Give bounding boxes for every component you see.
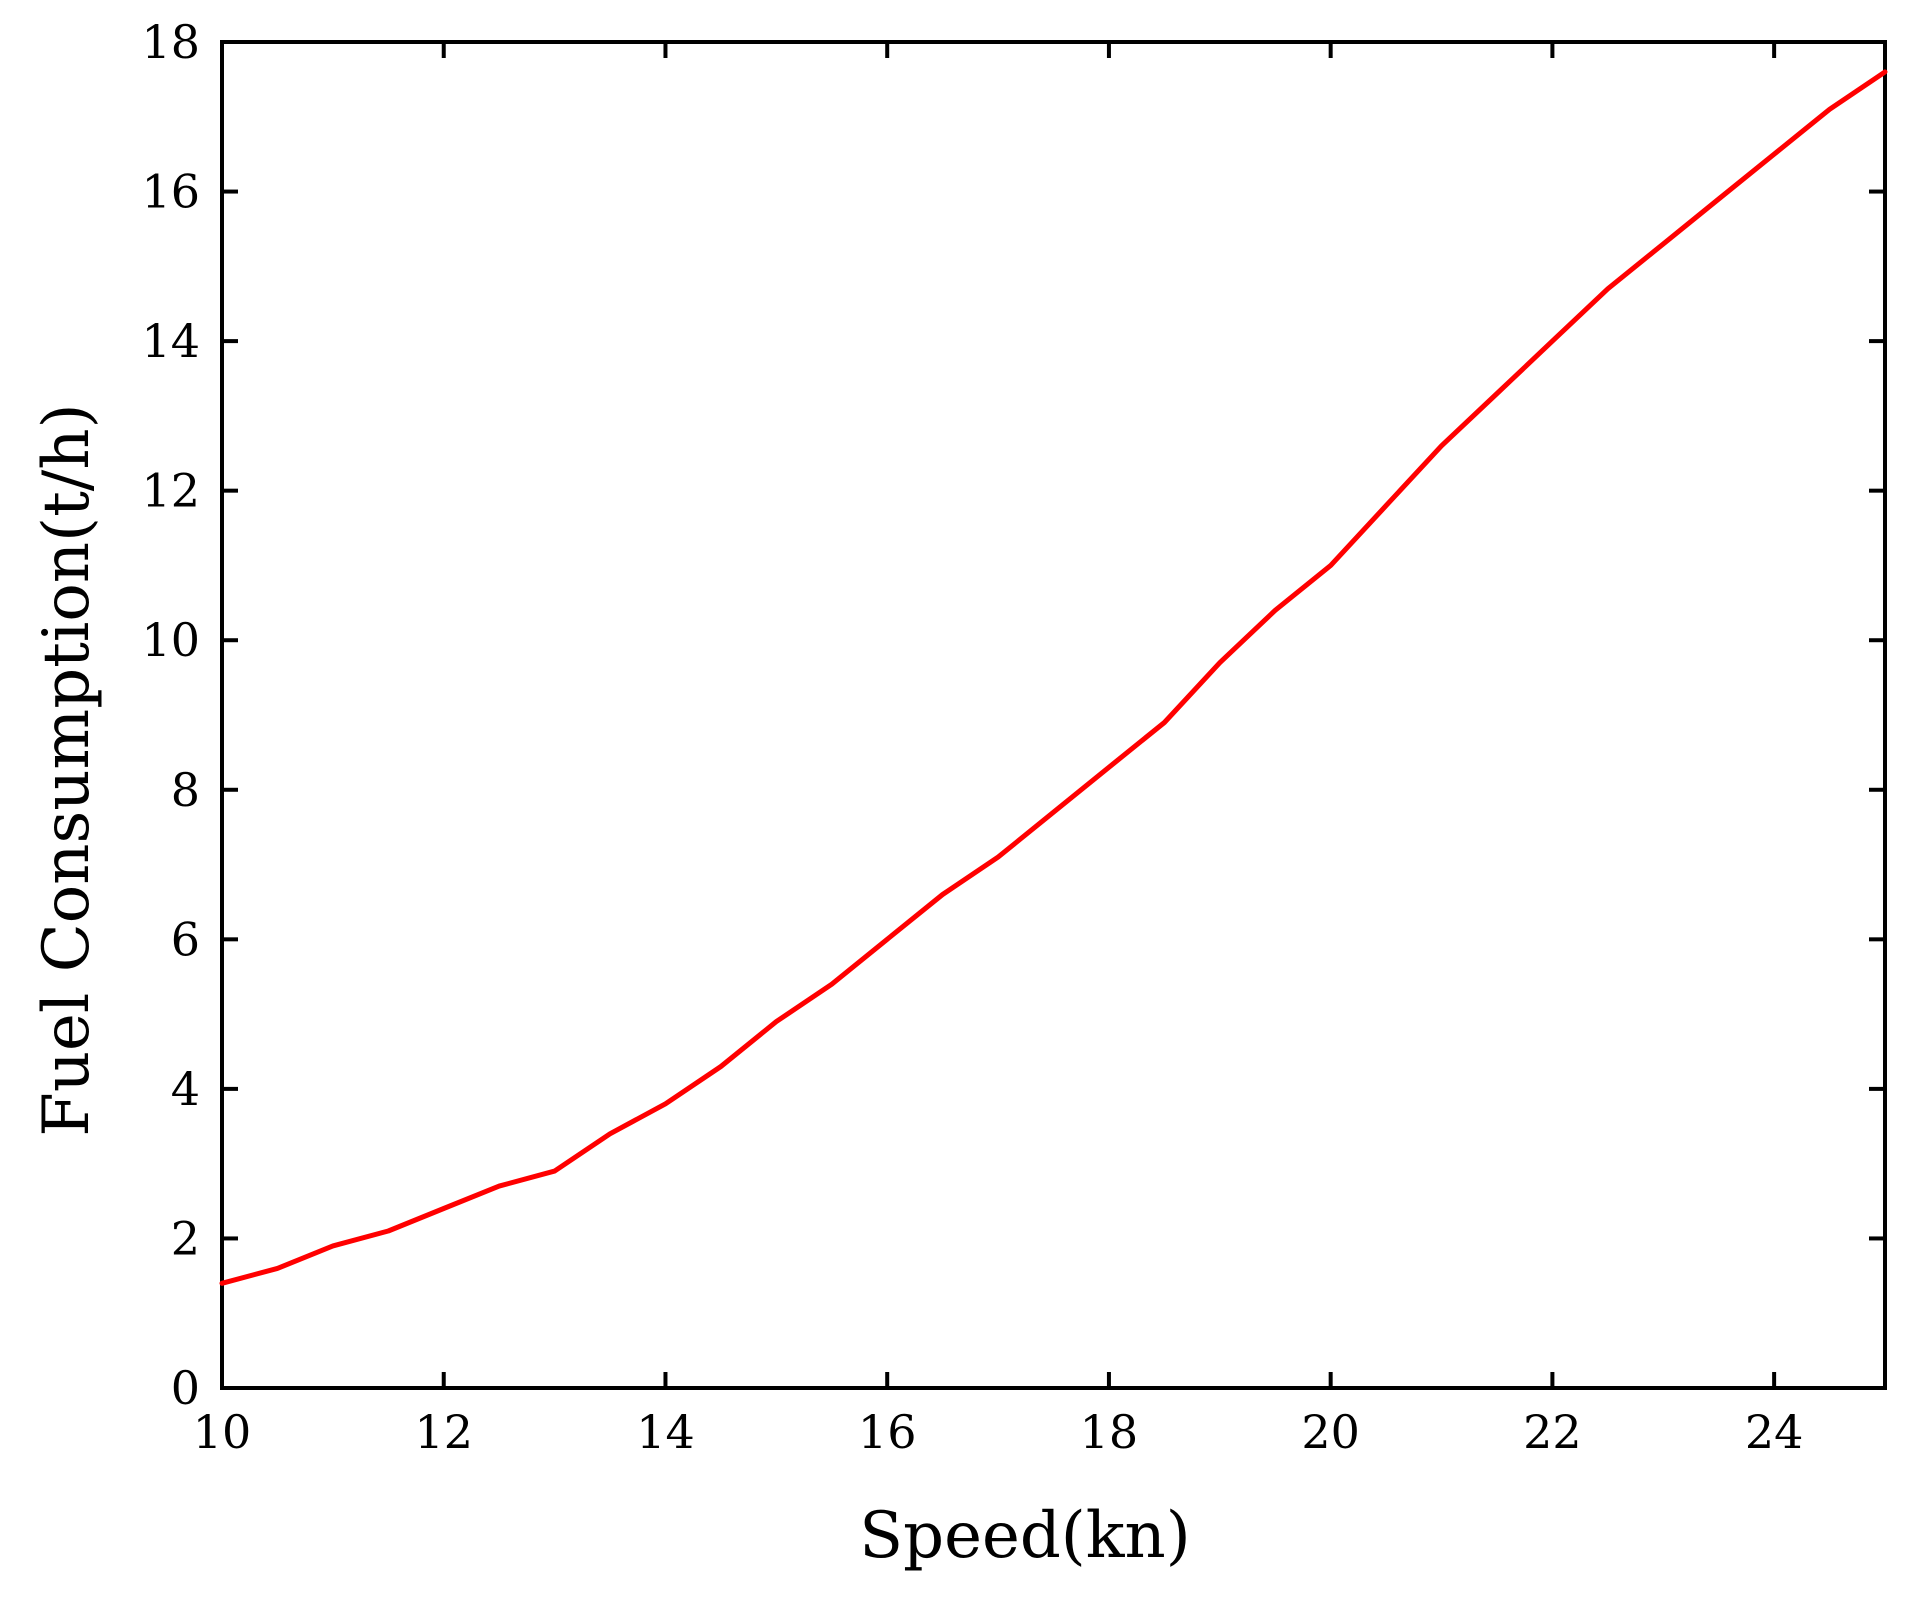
y-tick-label: 2	[171, 1211, 200, 1265]
series-layer	[219, 69, 1888, 1286]
y-tick-label: 6	[171, 912, 200, 966]
x-tick-label: 16	[858, 1405, 917, 1459]
y-tick-label: 14	[141, 314, 200, 368]
plot-frame	[220, 40, 1887, 1390]
y-tick-label: 4	[171, 1062, 200, 1116]
y-tick-label: 12	[141, 464, 200, 518]
x-tick-label: 18	[1080, 1405, 1139, 1459]
plot-border	[220, 40, 1887, 1390]
x-axis-title: Speed(kn)	[859, 1499, 1190, 1573]
y-tick-label: 8	[171, 763, 200, 817]
y-tick-label: 16	[141, 165, 200, 219]
y-tick-label: 10	[141, 613, 200, 667]
y-axis-ticks: 0 2 4 6 8 10 12 14 16 18	[141, 15, 1885, 1415]
x-tick-label: 22	[1523, 1405, 1582, 1459]
x-axis-ticks: 10 12 14 16 18 20 22 24	[193, 42, 1804, 1459]
y-axis-title: Fuel Consumption(t/h)	[30, 403, 104, 1136]
y-tick-label: 18	[141, 15, 200, 69]
fuel-consumption-line	[219, 69, 1888, 1286]
x-tick-label: 20	[1301, 1405, 1360, 1459]
x-tick-label: 12	[414, 1405, 473, 1459]
x-tick-label: 14	[636, 1405, 695, 1459]
y-tick-label: 0	[171, 1361, 200, 1415]
x-tick-label: 24	[1745, 1405, 1804, 1459]
x-tick-label: 10	[193, 1405, 252, 1459]
